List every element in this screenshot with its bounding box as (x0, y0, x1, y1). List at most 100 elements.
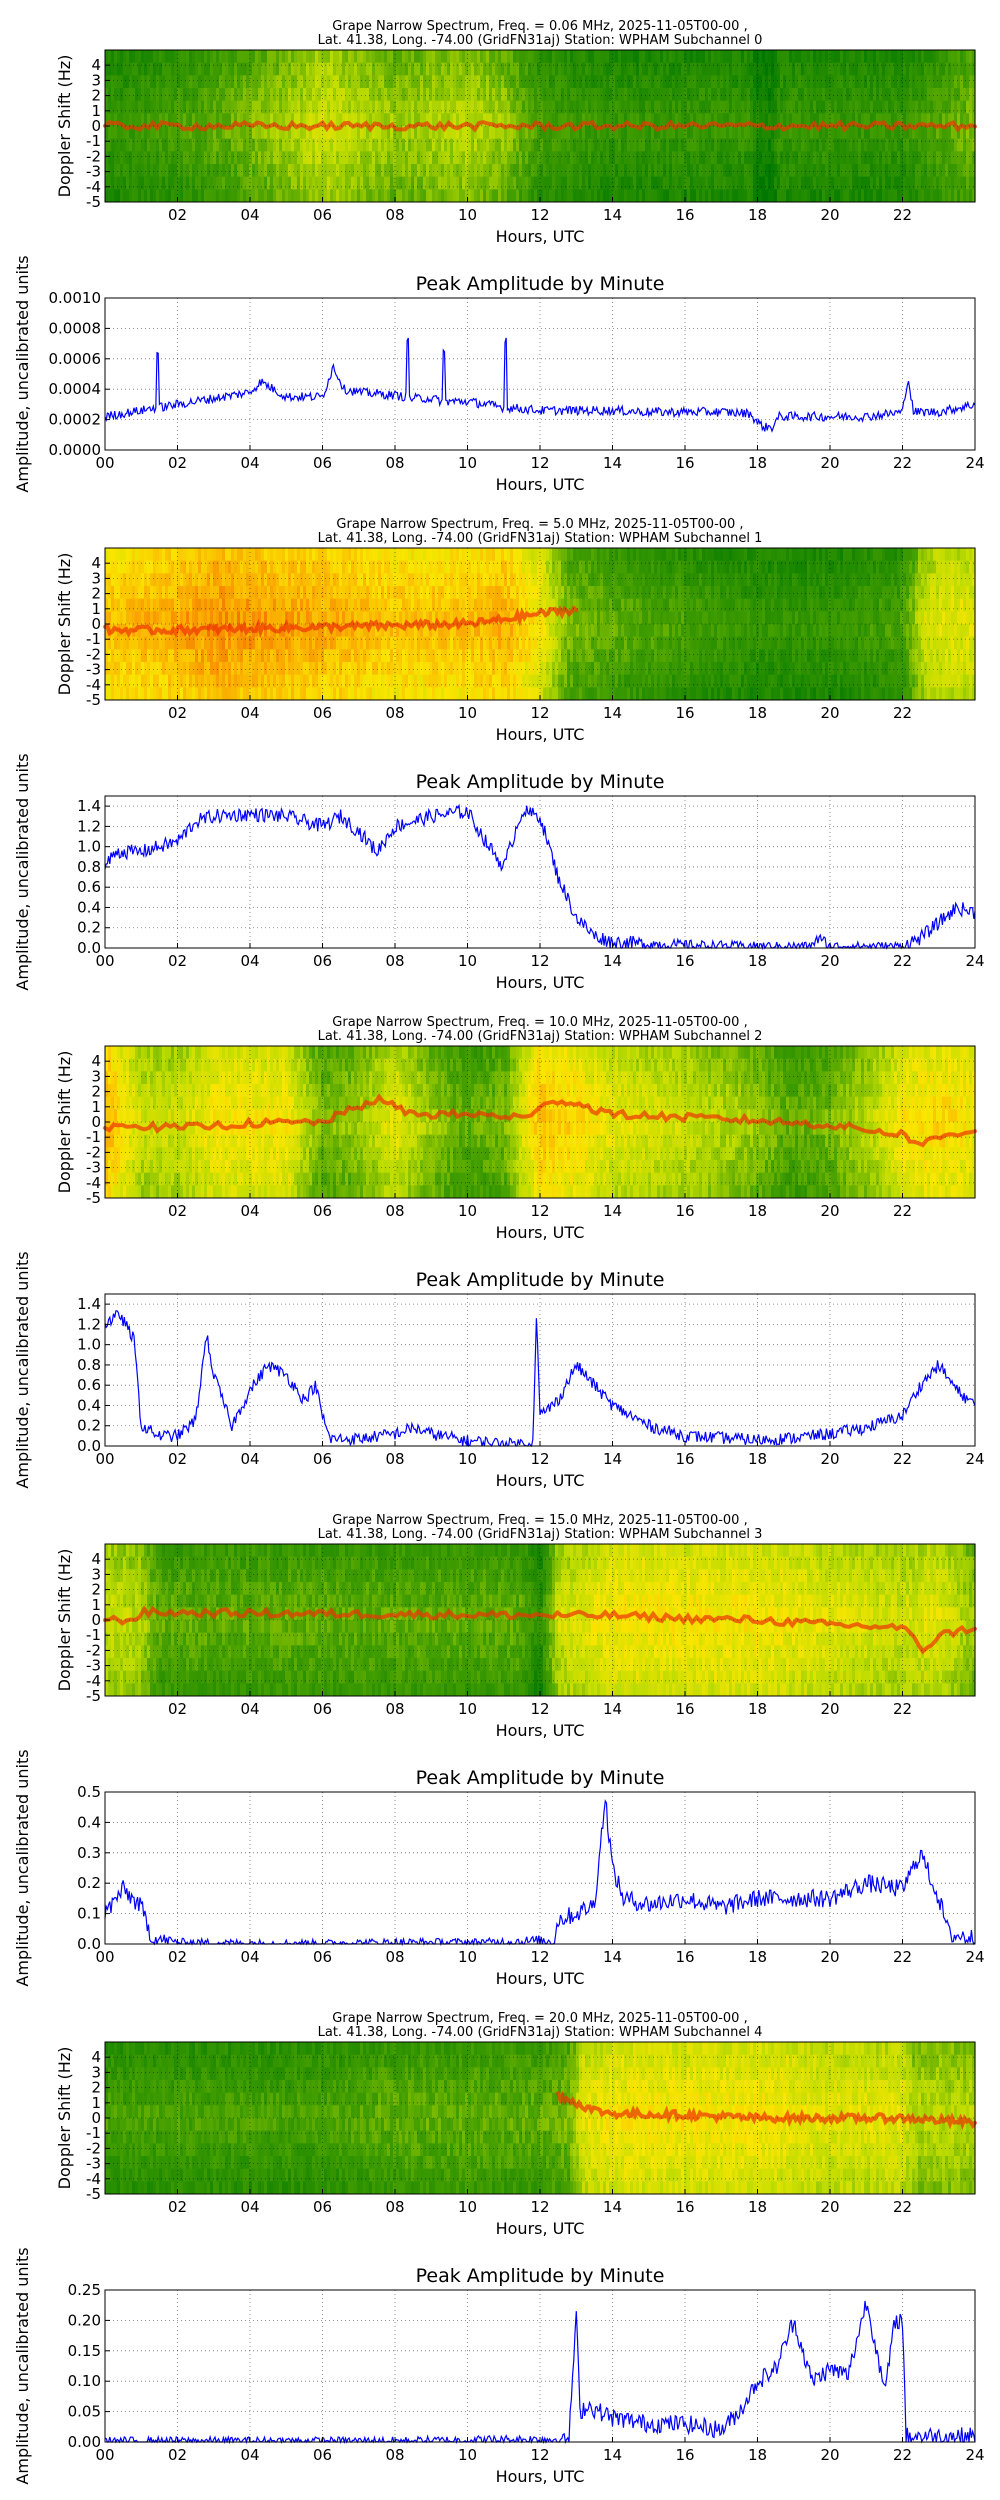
spectrogram-cell (876, 75, 880, 89)
spectrogram-cell (918, 138, 922, 152)
spectrogram-cell (375, 88, 379, 102)
spectrogram-cell (177, 62, 181, 76)
spectrogram-cell (123, 649, 127, 663)
spectrogram-cell (576, 50, 580, 64)
spectrogram-cell (411, 100, 415, 114)
spectrogram-cell (354, 548, 358, 562)
spectrogram-cell (747, 176, 751, 190)
spectrogram-cell (930, 189, 934, 203)
spectrogram-cell (273, 573, 277, 587)
spectrogram-cell (858, 189, 862, 203)
spectrogram-cell (438, 75, 442, 89)
spectrogram-cell (861, 176, 865, 190)
spectrogram-cell (252, 62, 256, 76)
spectrogram-cell (795, 126, 799, 140)
spectrogram-cell (273, 151, 277, 165)
spectrogram-cell (840, 88, 844, 102)
spectrogram-cell (219, 75, 223, 89)
spectrogram-cell (333, 548, 337, 562)
spectrogram-cell (213, 649, 217, 663)
spectrogram-cell (564, 75, 568, 89)
spectrogram-cell (510, 113, 514, 127)
spectrogram-cell (714, 62, 718, 76)
spectrogram-cell (615, 100, 619, 114)
spectrogram-cell (789, 88, 793, 102)
spectrogram-cell (120, 573, 124, 587)
spectrogram-cell (156, 573, 160, 587)
spectrogram-cell (201, 687, 205, 701)
spectrogram-cell (273, 560, 277, 574)
spectrogram-cell (681, 189, 685, 203)
spectrogram-cell (108, 662, 112, 676)
spectrogram-cell (798, 88, 802, 102)
spectrogram-cell (165, 611, 169, 625)
spectrogram-cell (834, 50, 838, 64)
spectrogram-cell (243, 62, 247, 76)
spectrogram-cell (159, 560, 163, 574)
spectrogram-cell (201, 100, 205, 114)
spectrogram-cell (699, 176, 703, 190)
spectrogram-cell (372, 138, 376, 152)
spectrogram-cell (618, 50, 622, 64)
spectrogram-cell (315, 548, 319, 562)
spectrogram-cell (618, 75, 622, 89)
spectrogram-cell (642, 113, 646, 127)
spectrogram-cell (129, 548, 133, 562)
spectrogram-cell (885, 151, 889, 165)
spectrogram-cell (432, 126, 436, 140)
spectrogram-cell (825, 100, 829, 114)
spectrogram-cell (255, 151, 259, 165)
spectrogram-cell (393, 100, 397, 114)
spectrogram-cell (210, 126, 214, 140)
spectrogram-cell (447, 126, 451, 140)
spectrogram-cell (939, 50, 943, 64)
spectrogram-cell (171, 586, 175, 600)
spectrogram-cell (228, 687, 232, 701)
spectrogram-cell (351, 126, 355, 140)
spectrogram-cell (333, 151, 337, 165)
spectrogram-cell (237, 100, 241, 114)
spectrogram-cell (234, 100, 238, 114)
spectrogram-cell (222, 548, 226, 562)
spectrogram-cell (123, 176, 127, 190)
spectrogram-cell (837, 75, 841, 89)
spectrogram-cell (339, 573, 343, 587)
spectrogram-cell (306, 113, 310, 127)
spectrogram-cell (510, 138, 514, 152)
spectrogram-cell (849, 138, 853, 152)
spectrogram-cell (678, 50, 682, 64)
x-tick-label: 04 (240, 206, 259, 224)
spectrogram-cell (522, 75, 526, 89)
spectrogram-cell (339, 100, 343, 114)
spectrogram-cell (252, 611, 256, 625)
spectrogram-cell (390, 113, 394, 127)
spectrogram-cell (450, 113, 454, 127)
spectrogram-cell (402, 164, 406, 178)
spectrogram-cell (180, 151, 184, 165)
spectrogram-cell (153, 88, 157, 102)
spectrogram-cell (306, 674, 310, 688)
spectrogram-cell (702, 75, 706, 89)
spectrogram-cell (915, 138, 919, 152)
spectrogram-cell (477, 164, 481, 178)
spectrogram-cell (585, 189, 589, 203)
spectrogram-cell (558, 176, 562, 190)
spectrogram-cell (144, 674, 148, 688)
spectrogram-cell (594, 164, 598, 178)
spectrogram-cell (363, 126, 367, 140)
spectrogram-cell (363, 674, 367, 688)
spectrogram-cell (834, 138, 838, 152)
spectrogram-cell (573, 176, 577, 190)
spectrogram-cell (297, 573, 301, 587)
spectrogram-cell (210, 548, 214, 562)
spectrogram-cell (201, 176, 205, 190)
spectrogram-cell (294, 100, 298, 114)
spectrogram-cell (198, 560, 202, 574)
spectrogram-cell (108, 573, 112, 587)
spectrogram-cell (786, 62, 790, 76)
spectrogram-cell (480, 50, 484, 64)
spectrogram-cell (582, 189, 586, 203)
spectrogram-cell (279, 560, 283, 574)
spectrogram-cell (741, 62, 745, 76)
spectrogram-cell (801, 100, 805, 114)
